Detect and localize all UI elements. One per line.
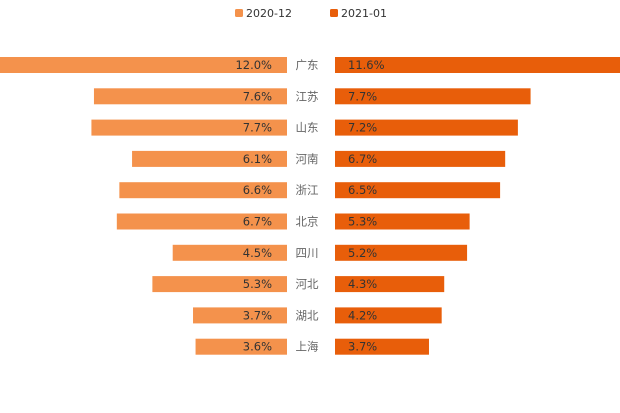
- category-label: 上海: [296, 340, 319, 354]
- bar-2021-01[interactable]: [335, 88, 531, 105]
- value-label-2021-01: 4.3%: [348, 277, 377, 291]
- value-label-2020-12: 4.5%: [243, 246, 272, 260]
- bar-2020-12[interactable]: [0, 57, 287, 73]
- category-label: 广东: [296, 58, 319, 72]
- bar-2020-12[interactable]: [116, 213, 287, 230]
- value-label-2020-12: 3.7%: [243, 308, 272, 322]
- bar-2020-12[interactable]: [172, 244, 287, 261]
- value-label-2020-12: 6.6%: [243, 183, 272, 197]
- category-label: 北京: [296, 215, 319, 229]
- category-label: 河北: [296, 277, 319, 291]
- bar-2020-12[interactable]: [91, 119, 287, 136]
- legend: 2020-12 2021-01: [235, 7, 387, 20]
- category-label: 浙江: [296, 183, 319, 197]
- labels-group: 广东 12.0% 11.6% 江苏 7.6% 7.7% 山东 7.7% 7.2% 河南 6.1% 6.…: [235, 58, 384, 354]
- category-label: 四川: [296, 246, 319, 260]
- value-label-2020-12: 12.0%: [235, 58, 272, 72]
- value-label-2021-01: 11.6%: [348, 58, 385, 72]
- bar-2021-01[interactable]: [335, 276, 445, 293]
- legend-swatch-2021-01[interactable]: [330, 9, 338, 17]
- category-label: 河南: [296, 152, 319, 166]
- value-label-2021-01: 5.3%: [348, 215, 377, 229]
- category-label: 江苏: [296, 89, 319, 103]
- legend-label-2021-01[interactable]: 2021-01: [341, 7, 387, 20]
- category-label: 湖北: [296, 308, 319, 322]
- value-label-2020-12: 6.1%: [243, 152, 272, 166]
- value-label-2021-01: 6.5%: [348, 183, 377, 197]
- bar-2021-01[interactable]: [335, 307, 442, 324]
- bar-2021-01[interactable]: [335, 182, 501, 199]
- bar-2020-12[interactable]: [193, 307, 287, 324]
- bar-2021-01[interactable]: [335, 244, 468, 261]
- bar-2021-01[interactable]: [335, 57, 620, 73]
- bar-2020-12[interactable]: [152, 276, 287, 293]
- value-label-2021-01: 7.7%: [348, 89, 377, 103]
- bar-2020-12[interactable]: [119, 182, 287, 199]
- value-label-2020-12: 5.3%: [243, 277, 272, 291]
- bar-2021-01[interactable]: [335, 150, 506, 167]
- bar-2021-01[interactable]: [335, 213, 470, 230]
- value-label-2021-01: 6.7%: [348, 152, 377, 166]
- value-label-2021-01: 4.2%: [348, 308, 377, 322]
- category-label: 山东: [296, 121, 319, 135]
- bar-2021-01[interactable]: [335, 119, 518, 136]
- value-label-2021-01: 7.2%: [348, 121, 377, 135]
- bar-2020-12[interactable]: [93, 88, 288, 105]
- legend-swatch-2020-12[interactable]: [235, 9, 243, 17]
- value-label-2020-12: 7.7%: [243, 121, 272, 135]
- value-label-2021-01: 3.7%: [348, 340, 377, 354]
- value-label-2021-01: 5.2%: [348, 246, 377, 260]
- value-label-2020-12: 7.6%: [243, 89, 272, 103]
- bar-2020-12[interactable]: [195, 338, 287, 355]
- bar-2021-01[interactable]: [335, 338, 429, 355]
- bars-group: [0, 57, 620, 355]
- legend-label-2020-12[interactable]: 2020-12: [246, 7, 292, 20]
- bar-2020-12[interactable]: [132, 150, 287, 167]
- value-label-2020-12: 6.7%: [243, 215, 272, 229]
- value-label-2020-12: 3.6%: [243, 340, 272, 354]
